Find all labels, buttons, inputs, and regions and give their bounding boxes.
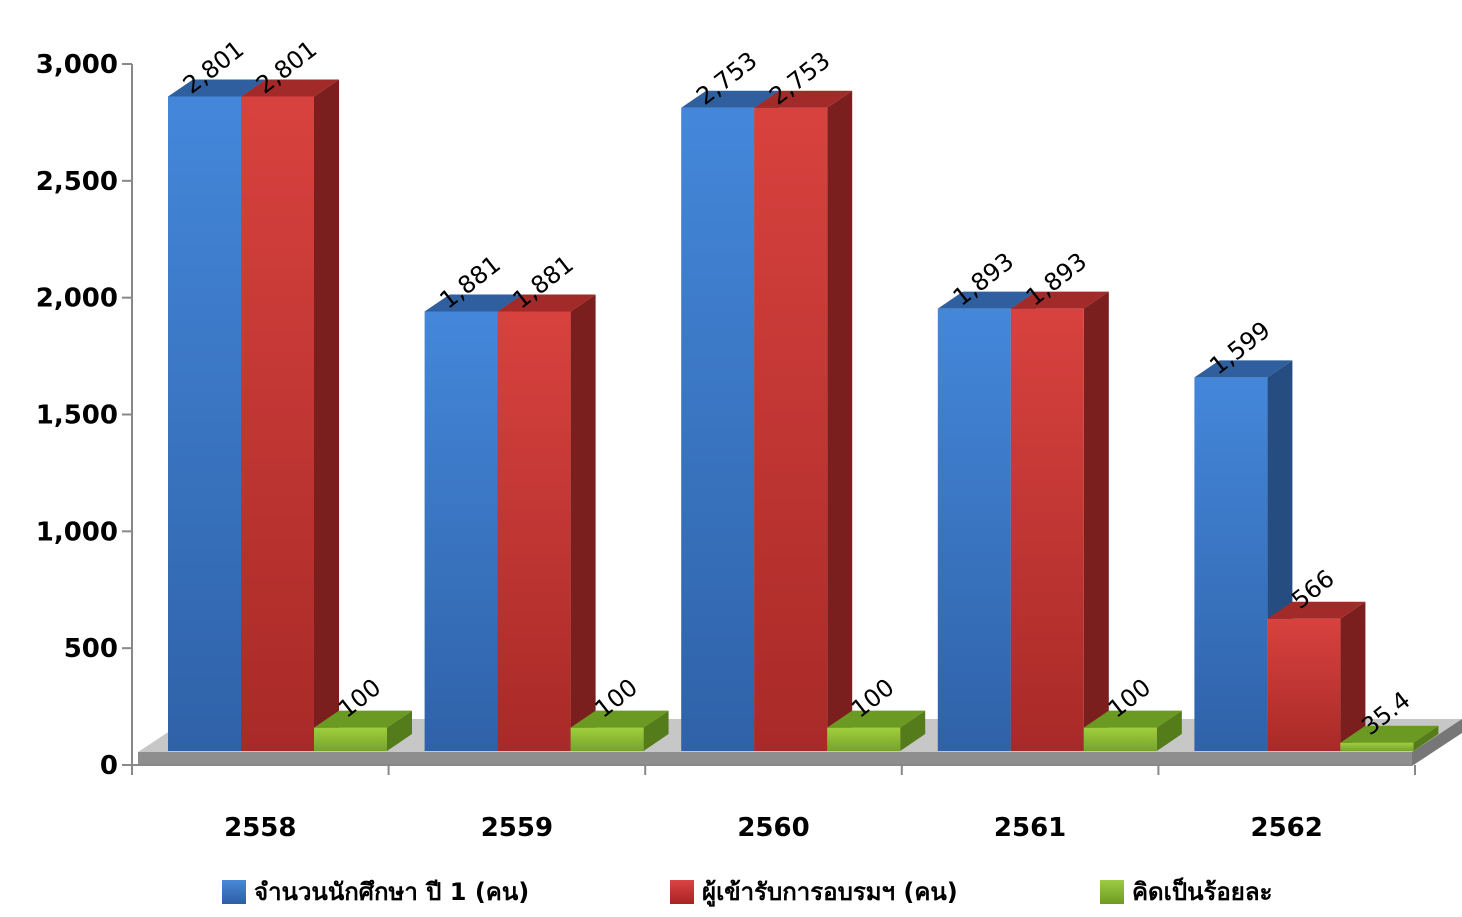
x-tick-label: 2558 [224,813,296,843]
bar-side [900,710,926,751]
bar-front [1194,377,1268,751]
bar-front [937,308,1011,751]
bar-side [643,710,669,751]
bar [827,710,926,751]
floor-front [138,752,1412,766]
bar-top [241,79,339,97]
bar [314,710,412,751]
bar-top [497,294,596,312]
bar-front [827,727,901,751]
bar [1267,601,1366,751]
legend-swatch-green [1100,879,1124,904]
legend-item-series-2: ผู้เข้ารับการอบรมฯ (คน) [670,872,958,911]
bar-top [827,710,926,728]
y-tick-label: 1,500 [36,401,118,431]
bar-front [1267,618,1341,751]
x-tick-label: 2562 [1251,813,1323,843]
bars [168,79,1439,752]
bar-top [1340,725,1439,743]
bar-side [1156,710,1182,751]
bar-chart: 0 500 1,000 1,500 2,000 2,500 3,000 2558 2559 256… [36,35,1462,843]
y-tick-label: 1,000 [36,517,118,547]
bar-front [241,96,314,752]
x-tick-label: 2559 [481,813,553,843]
bar-front [314,727,387,751]
bar [1340,725,1439,751]
bar-side [314,79,339,752]
bar [754,90,853,751]
bar-front [1083,727,1157,751]
bar-top [1010,291,1109,309]
bar-side [1413,725,1439,751]
bar-side [1340,601,1366,751]
bar-top [681,90,780,108]
axes: 0 500 1,000 1,500 2,000 2,500 3,000 2558 2559 256… [36,50,1416,843]
y-tick-label: 0 [100,751,118,781]
bar-front [497,311,571,751]
bar-front [681,107,755,751]
bar-top [168,79,266,97]
bar [570,710,669,751]
bar-front [424,311,498,751]
bar-side [827,90,853,751]
y-tick-label: 3,000 [36,50,118,80]
x-tick-label: 2560 [737,813,809,843]
legend: จำนวนนักศึกษา ปี 1 (คน) ผู้เข้ารับการอบร… [0,872,1462,912]
bar [1010,291,1109,751]
legend-label: คิดเป็นร้อยละ [1132,878,1273,906]
bar-front [168,96,241,752]
bar-top [424,294,523,312]
bar [241,79,339,752]
bar-top [1194,360,1293,378]
legend-label: จำนวนนักศึกษา ปี 1 (คน) [254,878,530,906]
bar-top [570,710,669,728]
bar-top [1083,710,1182,728]
legend-item-series-1: จำนวนนักศึกษา ปี 1 (คน) [222,872,529,911]
bar-top [754,90,853,108]
y-tick-label: 500 [64,634,118,664]
bar-front [1340,742,1414,751]
x-tick-label: 2561 [994,813,1066,843]
bar [497,294,596,751]
bar-top [937,291,1036,309]
bar-side [1083,291,1109,751]
bar-top [1267,601,1366,619]
bar-side [387,710,412,751]
bar-front [1010,308,1084,751]
bar-side [570,294,596,751]
bar [1083,710,1182,751]
bar-front [754,107,828,751]
legend-swatch-red [670,879,694,904]
floor-side [1412,719,1462,766]
y-tick-label: 2,000 [36,284,118,314]
legend-swatch-blue [222,879,246,904]
legend-item-series-3: คิดเป็นร้อยละ [1100,872,1272,911]
legend-label: ผู้เข้ารับการอบรมฯ (คน) [702,878,958,906]
bar-top [314,710,412,728]
bar-front [570,727,644,751]
y-tick-label: 2,500 [36,167,118,197]
